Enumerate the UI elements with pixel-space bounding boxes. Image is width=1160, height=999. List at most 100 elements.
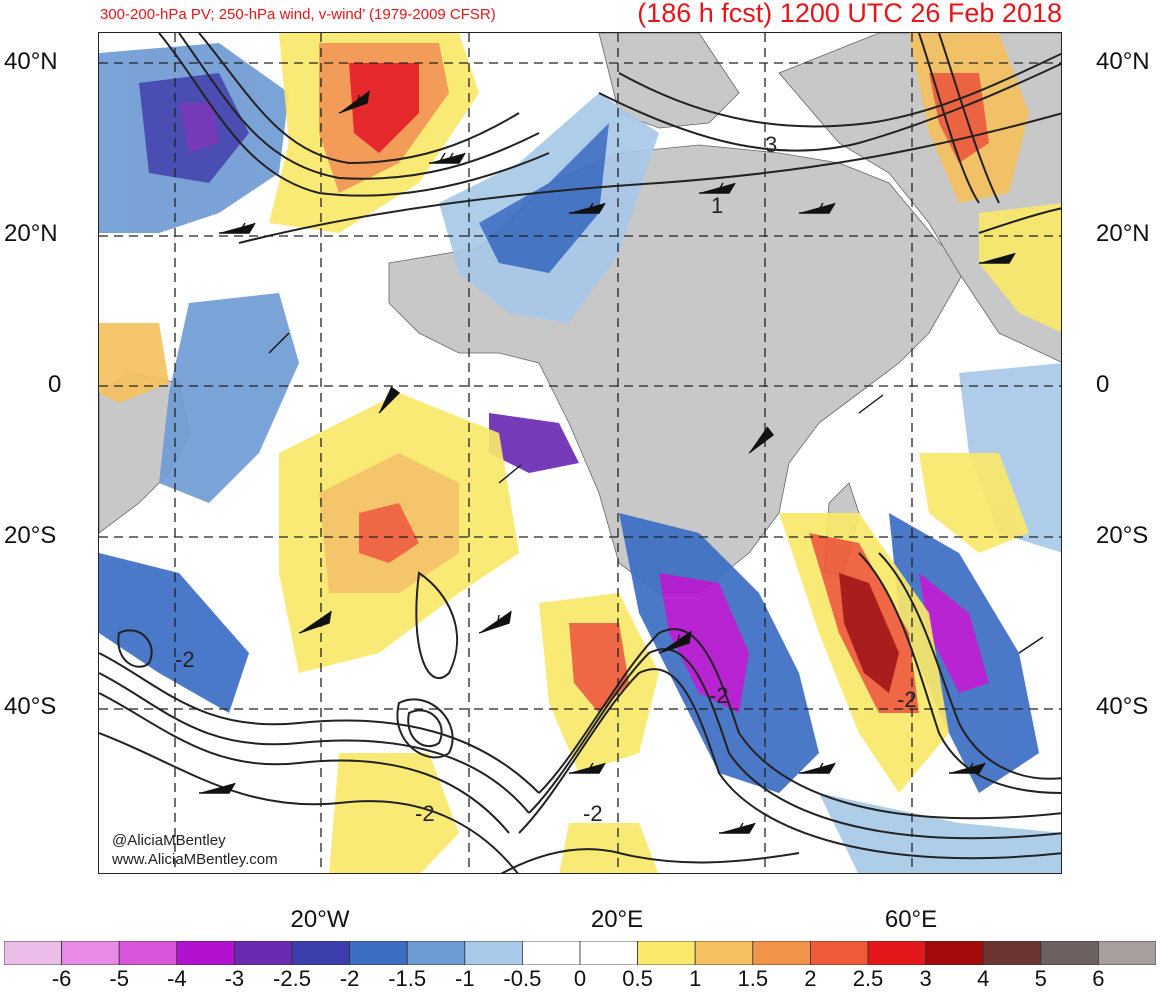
wind-barb — [719, 822, 756, 834]
colorbar-tick-label: 0 — [573, 966, 587, 991]
contour-cape-3 — [518, 668, 1061, 860]
pv-positive-shading — [99, 33, 1061, 873]
lat-label-left-20n: 20°N — [4, 220, 58, 247]
colorbar-swatch — [233, 941, 293, 965]
lat-label-left-eq: 0 — [48, 371, 62, 398]
colorbar-swatch — [637, 941, 696, 965]
lon-label-20w: 20°W — [290, 906, 350, 933]
wind-barb — [298, 610, 332, 634]
contour-sw-3 — [99, 692, 510, 834]
colorbar-tick-label: 4 — [977, 966, 990, 991]
colorbar-tick-label: 1 — [689, 966, 702, 991]
wind-barb — [658, 630, 692, 654]
wind-barb — [699, 182, 736, 194]
contour-label-3: 3 — [765, 132, 777, 157]
contour-south-atl-eddy — [407, 709, 443, 748]
wind-barb — [799, 762, 836, 774]
contour-indian-2 — [878, 552, 1061, 780]
pv-neg-southern-africa-core — [659, 573, 749, 713]
wind-barb — [199, 782, 236, 794]
contour-sw-4 — [99, 732, 519, 873]
pv-pos-west-tropics — [99, 323, 169, 403]
contour-sw-1 — [99, 652, 540, 794]
colorbar-swatch — [925, 941, 984, 965]
wind-barb — [569, 762, 606, 774]
pv-map: 3 1 -2 -2 -2 -2 -2 — [99, 33, 1061, 873]
pv-neg-southern-band — [819, 793, 1061, 873]
pv-neg-sw-atlantic — [99, 553, 249, 713]
colorbar-tick-label: 6 — [1092, 966, 1105, 991]
lat-label-left-20s: 20°S — [4, 522, 57, 549]
wind-barb — [498, 464, 522, 484]
wind-barb — [979, 252, 1016, 264]
colorbar-tick-label: 2.5 — [852, 966, 884, 991]
colorbar-tick-label: 1.5 — [737, 966, 769, 991]
wind-barb — [748, 426, 774, 454]
lat-label-right-eq: 0 — [1096, 371, 1110, 398]
colorbar-swatch — [867, 941, 926, 965]
contour-sw-2 — [99, 672, 530, 814]
lat-label-right-40n: 40°N — [1096, 48, 1150, 75]
colorbar-swatch — [752, 941, 811, 965]
pv-pos-south-center — [559, 823, 659, 873]
wind-barb — [478, 610, 512, 634]
wind-barb — [378, 386, 401, 414]
colorbar-tick-label: -2.5 — [273, 966, 311, 991]
lat-lon-grid — [99, 33, 1061, 873]
colorbar-tick-label: -5 — [109, 966, 129, 991]
contour-north-1 — [238, 112, 1061, 244]
contour-south-atl-eddy-2 — [396, 698, 454, 759]
lat-label-right-20s: 20°S — [1096, 522, 1149, 549]
contour-nw-jet-1 — [158, 33, 550, 197]
pv-neg-nw-peak — [179, 103, 219, 153]
wind-barb — [1018, 636, 1044, 654]
wind-barb — [949, 762, 986, 774]
colorbar-swatch — [1040, 941, 1099, 965]
contour-indian-1 — [858, 552, 1061, 794]
contour-north-2 — [598, 62, 1061, 152]
colorbar-swatch — [694, 941, 754, 965]
pv-pos-south-atlantic-spot — [359, 503, 419, 563]
contour-label-neg2-south: -2 — [583, 801, 603, 826]
contour-south-atl-trough — [415, 571, 458, 680]
contour-sw-eddy — [117, 629, 153, 668]
lat-label-right-40s: 40°S — [1096, 693, 1149, 720]
contour-nw-jet-3 — [198, 33, 520, 165]
colorbar-tick-label: -1 — [455, 966, 475, 991]
pv-negative-shading — [99, 43, 1061, 873]
colorbar-swatch — [118, 941, 178, 965]
forecast-time-title: (186 h fcst) 1200 UTC 26 Feb 2018 — [637, 0, 1062, 28]
contour-bottom-1 — [500, 848, 800, 873]
contour-ne-2 — [938, 33, 1000, 204]
pv-neg-tropical-atlantic — [159, 293, 299, 503]
lat-label-right-20n: 20°N — [1096, 220, 1150, 247]
wind-barbs — [199, 90, 1044, 834]
contour-label-1: 1 — [711, 193, 723, 218]
wind-barb — [429, 152, 466, 164]
colorbar-swatch — [406, 941, 466, 965]
colorbar-swatch — [4, 941, 62, 965]
chart-subtitle: 300-200-hPa PV; 250-hPa wind, v-wind’ (1… — [100, 6, 496, 23]
colorbar-tick-label: -0.5 — [503, 966, 542, 991]
pv-neg-indian-ocean-core — [919, 573, 989, 693]
colorbar-swatch — [522, 941, 581, 965]
colorbar-tick-label: -6 — [51, 966, 72, 991]
colorbar-tick-label: 3 — [919, 966, 932, 991]
colorbar — [4, 941, 1156, 965]
colorbar-swatch — [291, 941, 350, 965]
colorbar-tick-label: -2 — [339, 966, 360, 991]
contour-label-neg2-south-atl: -2 — [415, 801, 435, 826]
wind-barb — [338, 90, 370, 114]
wind-barb — [799, 202, 836, 214]
wind-contours — [99, 33, 1061, 873]
contour-north-3 — [618, 52, 1061, 128]
contour-cape-2 — [528, 648, 1061, 840]
pv-pos-madagascar-ridge-core — [839, 573, 899, 693]
colorbar-tick-label: -4 — [167, 966, 187, 991]
pv-pos-nw-ridge-core — [349, 63, 419, 153]
colorbar-swatch — [176, 941, 235, 965]
contour-east-1 — [978, 207, 1061, 234]
colorbar-tick-label: -1.5 — [388, 966, 427, 991]
lat-label-left-40s: 40°S — [4, 693, 57, 720]
colorbar-swatch — [464, 941, 523, 965]
